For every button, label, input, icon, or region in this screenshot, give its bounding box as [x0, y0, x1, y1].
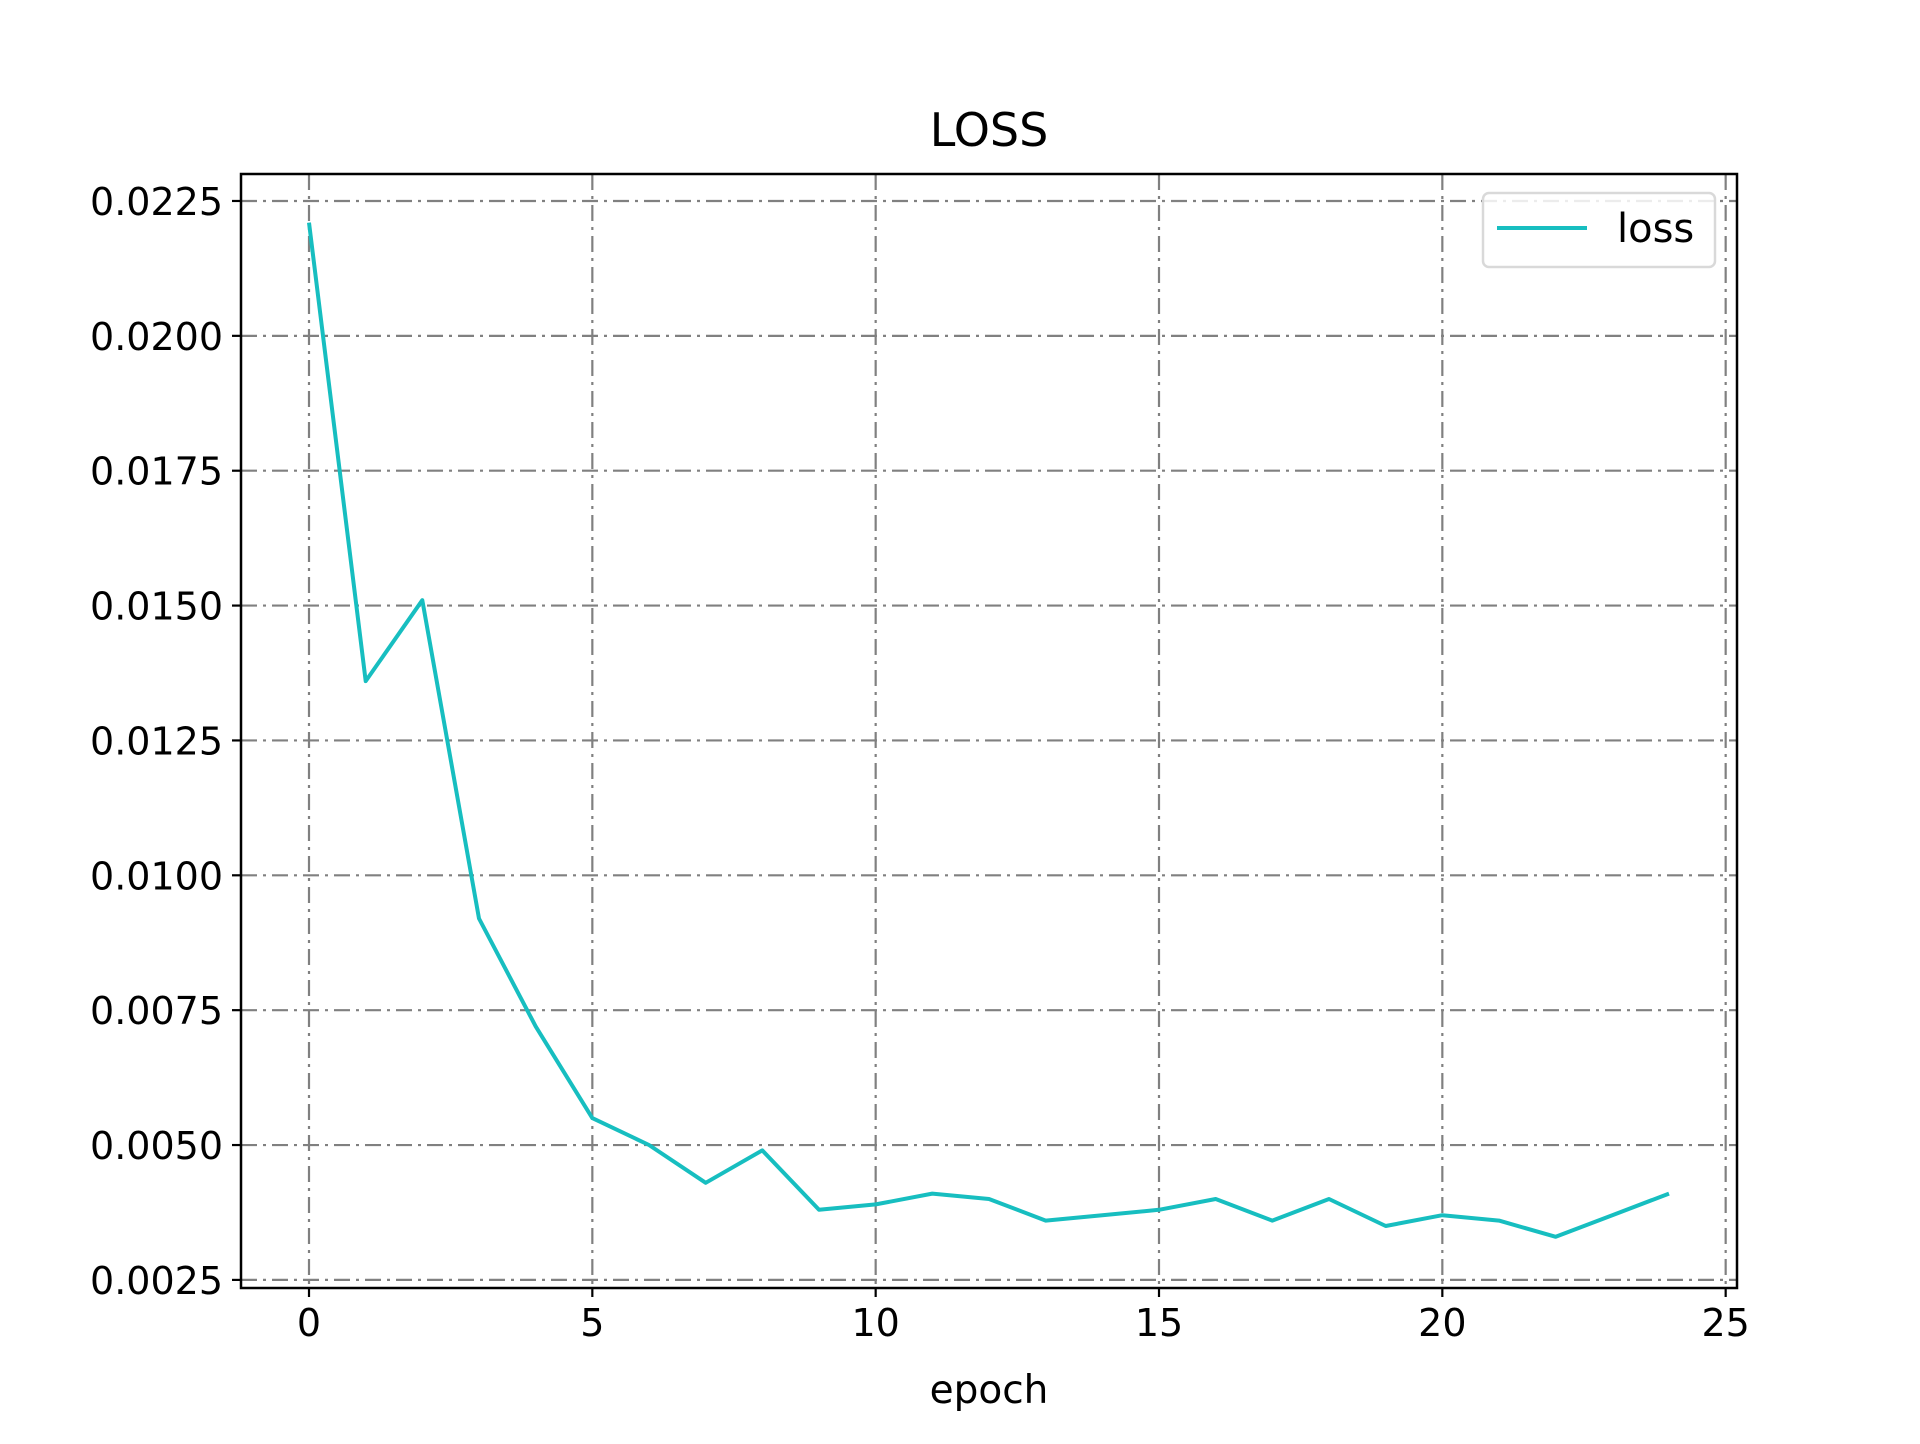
chart-title: LOSS	[930, 103, 1049, 157]
y-tick-label: 0.0200	[90, 315, 223, 359]
x-tick-label: 10	[851, 1301, 899, 1345]
plot-frame	[239, 172, 1739, 1290]
grid-layer	[241, 174, 1737, 1288]
x-tick-label: 0	[297, 1301, 321, 1345]
x-tick-label: 15	[1135, 1301, 1183, 1345]
x-tick-label: 20	[1418, 1301, 1466, 1345]
x-tick-label: 25	[1701, 1301, 1749, 1345]
x-axis-label: epoch	[930, 1368, 1049, 1413]
legend-label-loss: loss	[1617, 206, 1694, 252]
y-tick-label: 0.0100	[90, 854, 223, 898]
y-tick-label: 0.0225	[90, 180, 223, 224]
y-tick-label: 0.0025	[90, 1259, 223, 1303]
y-tick-label: 0.0150	[90, 585, 223, 629]
legend: loss	[1481, 191, 1717, 269]
legend-box	[1481, 191, 1717, 269]
y-tick-label: 0.0125	[90, 719, 223, 763]
series-layer	[307, 222, 1670, 1239]
y-tick-label: 0.0175	[90, 450, 223, 494]
x-tick-label: 5	[580, 1301, 604, 1345]
series-line-loss	[307, 222, 1670, 1239]
tick-layer: 0 5 10 15 20 25 0.0025 0.0050 0.0075 0.0100 0.0125…	[90, 180, 1750, 1345]
y-tick-label: 0.0050	[90, 1124, 223, 1168]
y-tick-label: 0.0075	[90, 989, 223, 1033]
